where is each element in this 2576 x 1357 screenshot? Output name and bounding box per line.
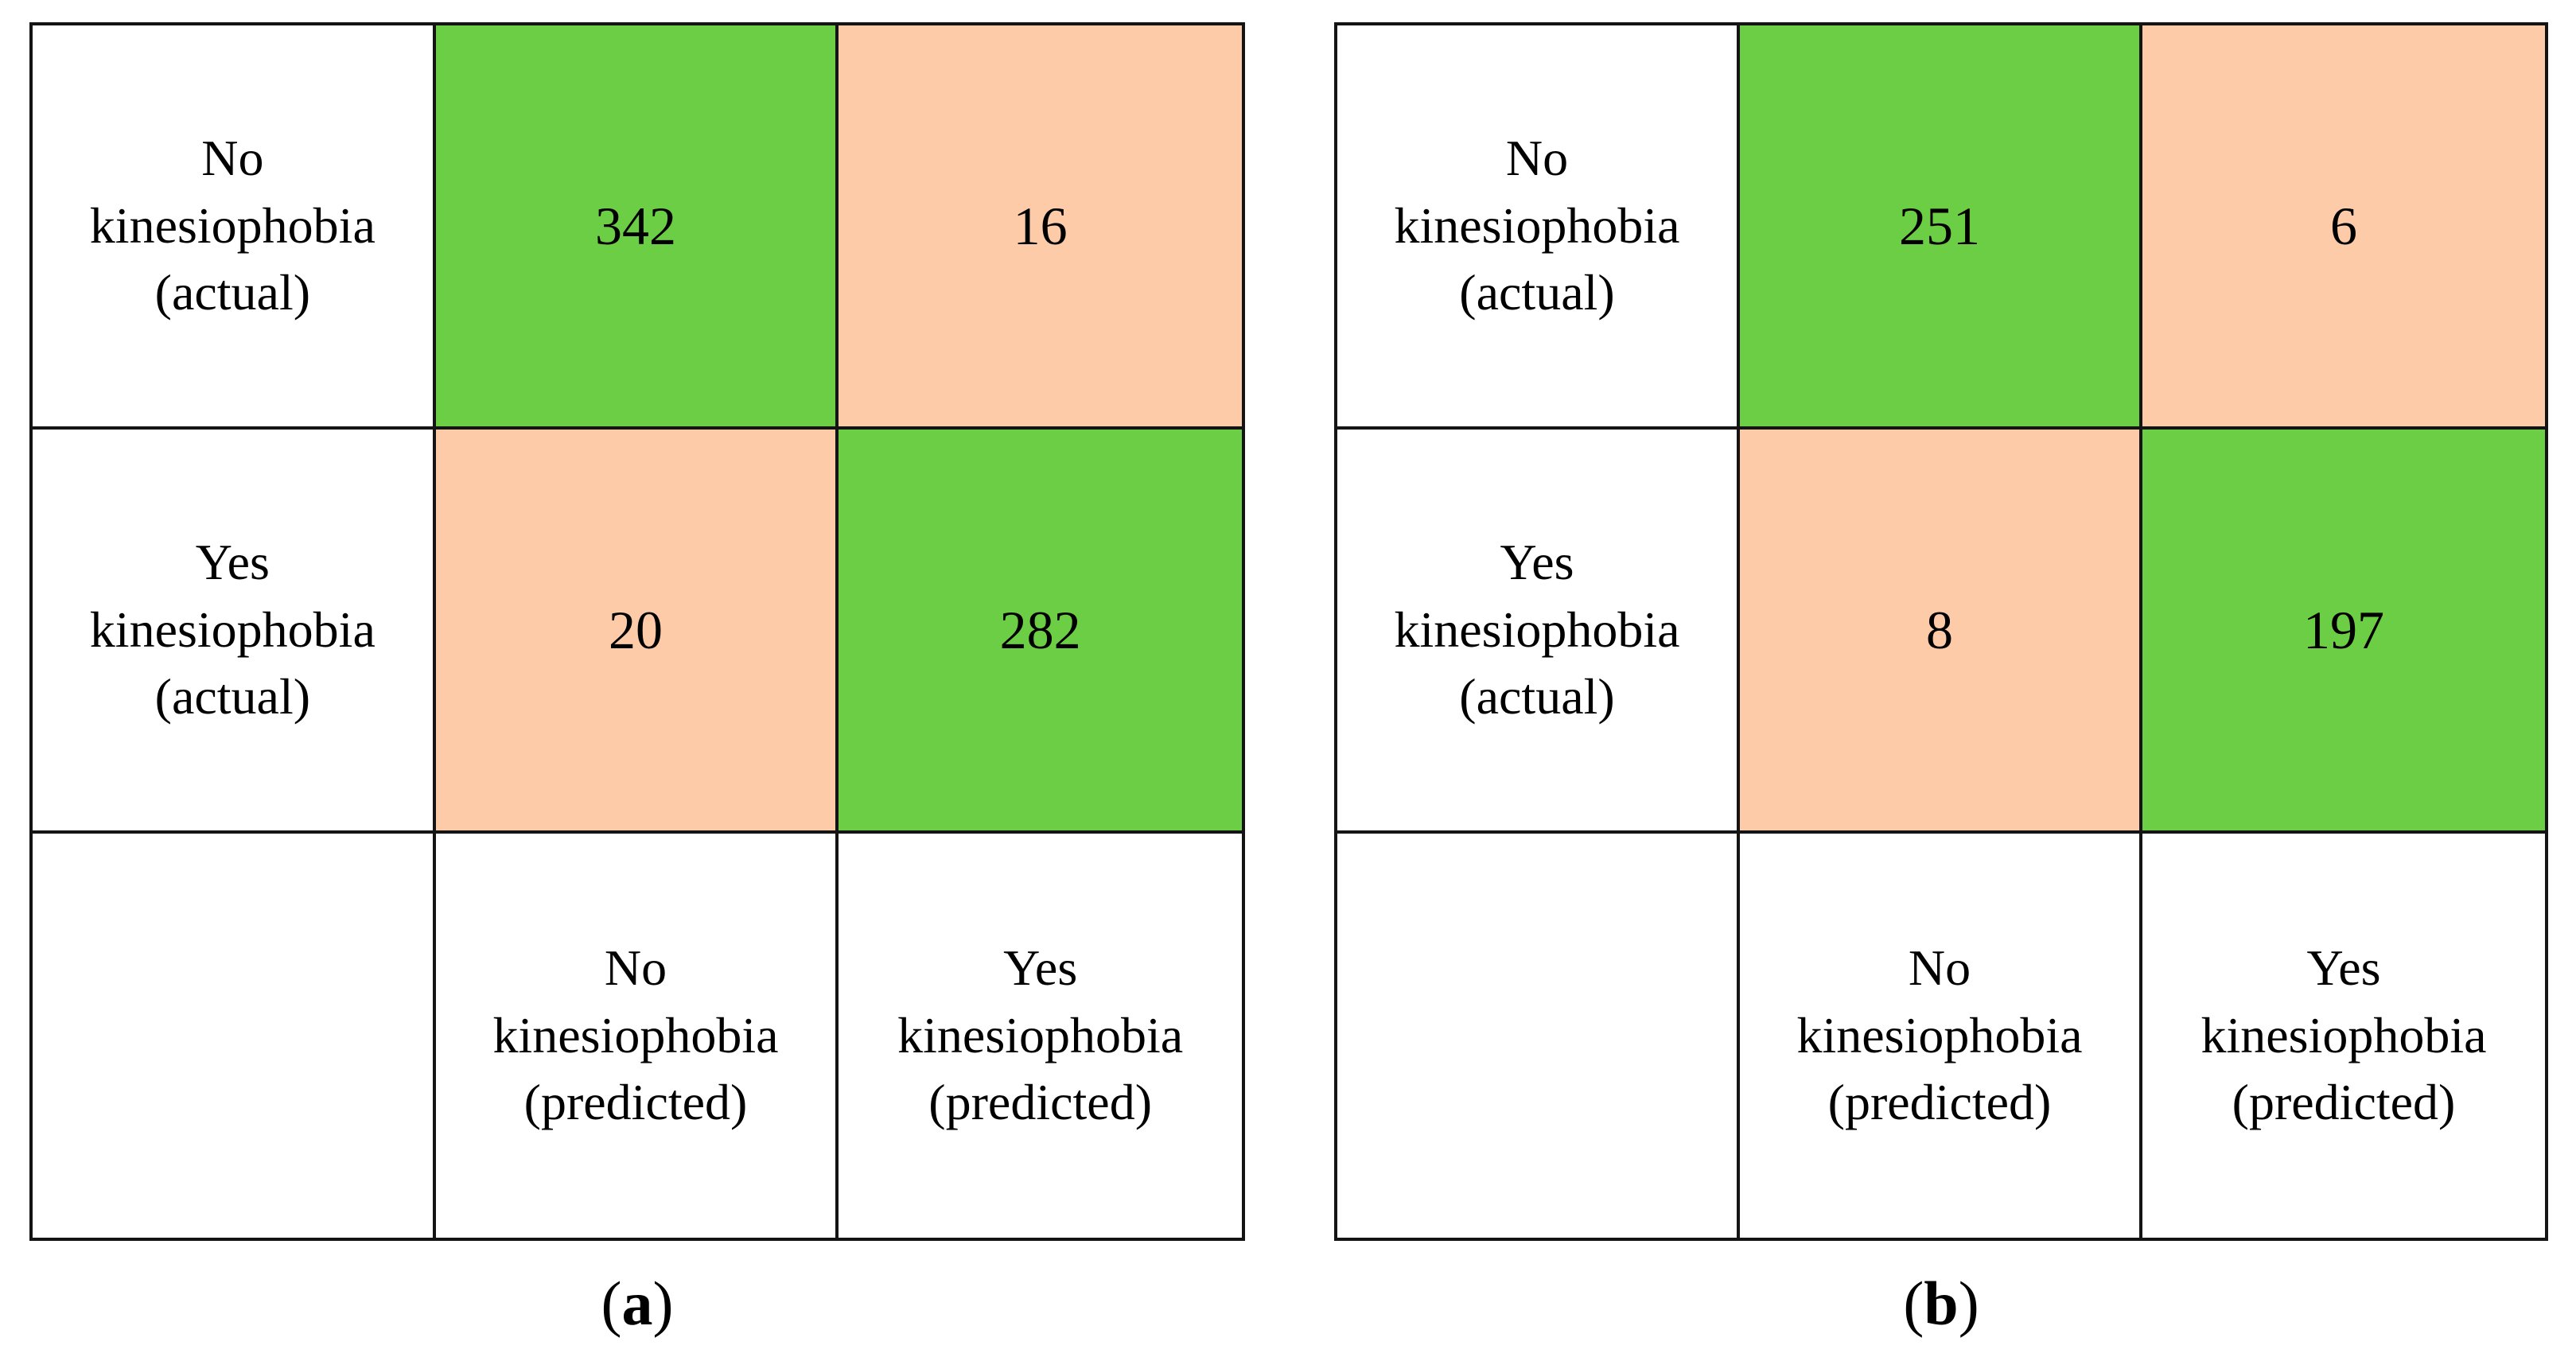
matrix-a-row-label-actual-no: No kinesiophobia (actual): [33, 25, 436, 430]
matrix-b-false-negative-cell: 8: [1740, 430, 2142, 834]
matrix-a-true-negative-cell: 342: [435, 25, 839, 430]
matrix-b-row-label-actual-no: No kinesiophobia (actual): [1337, 25, 1740, 430]
matrix-a-col-label-predicted-yes: Yes kinesiophobia (predicted): [839, 834, 1242, 1238]
matrix-b-true-positive-cell: 197: [2142, 430, 2545, 834]
caption-b-letter: b: [1924, 1269, 1959, 1338]
matrix-b-col-label-predicted-yes: Yes kinesiophobia (predicted): [2142, 834, 2545, 1238]
caption-a-open-paren: (: [601, 1269, 622, 1338]
confusion-matrix-b: No kinesiophobia (actual) 251 6 Yes kine…: [1334, 22, 2548, 1241]
caption-a-letter: a: [621, 1269, 653, 1338]
matrix-a-true-positive-cell: 282: [839, 430, 1242, 834]
caption-a: (a): [29, 1260, 1245, 1347]
matrix-a-false-positive-cell: 16: [839, 25, 1242, 430]
caption-b-close-paren: ): [1958, 1269, 1979, 1338]
caption-b-open-paren: (: [1903, 1269, 1924, 1338]
matrix-b-col-label-predicted-no: No kinesiophobia (predicted): [1740, 834, 2142, 1238]
matrix-a-false-negative-cell: 20: [435, 430, 839, 834]
matrix-a-corner-empty-cell: [33, 834, 436, 1238]
matrix-a-col-label-predicted-no: No kinesiophobia (predicted): [435, 834, 839, 1238]
confusion-matrix-a: No kinesiophobia (actual) 342 16 Yes kin…: [29, 22, 1245, 1241]
matrix-b-true-negative-cell: 251: [1740, 25, 2142, 430]
matrix-a-row-label-actual-yes: Yes kinesiophobia (actual): [33, 430, 436, 834]
caption-a-close-paren: ): [652, 1269, 674, 1338]
matrix-b-false-positive-cell: 6: [2142, 25, 2545, 430]
caption-b: (b): [1334, 1260, 2548, 1347]
matrix-b-corner-empty-cell: [1337, 834, 1740, 1238]
matrix-b-row-label-actual-yes: Yes kinesiophobia (actual): [1337, 430, 1740, 834]
